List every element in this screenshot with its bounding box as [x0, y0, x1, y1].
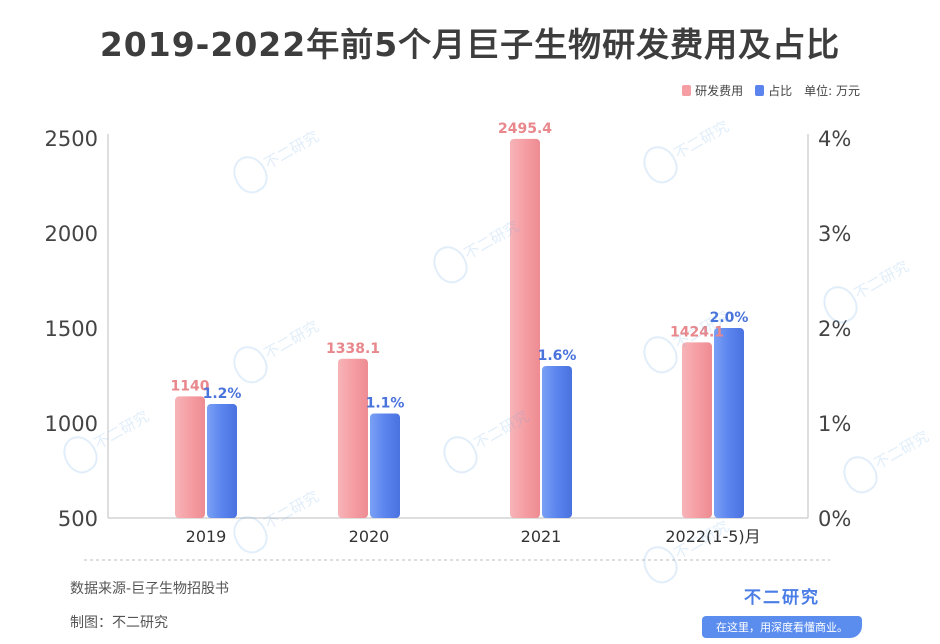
y-right-tick-label: 4%	[818, 127, 851, 151]
y-left-tick-label: 2500	[45, 127, 98, 151]
bar-ratio	[207, 404, 237, 518]
y-left-tick-label: 1000	[45, 412, 98, 436]
bar-rd-expense	[682, 342, 712, 518]
legend-unit: 单位: 万元	[804, 84, 860, 98]
brand-badge: 不二研究 在这里，用深度看懂商业。	[702, 583, 862, 638]
bar-ratio	[714, 328, 744, 518]
x-category-label: 2019	[186, 527, 227, 546]
x-category-label: 2020	[349, 527, 390, 546]
legend-item-ratio: 占比	[755, 82, 792, 99]
x-category-label: 2021	[521, 527, 562, 546]
data-label-ratio: 2.0%	[710, 310, 749, 326]
data-label-rd-expense: 2495.4	[498, 121, 552, 137]
data-label-rd-expense: 1140	[171, 378, 210, 394]
chart-title: 2019-2022年前5个月巨子生物研发费用及占比	[99, 25, 841, 64]
y-right-tick-label: 0%	[818, 507, 851, 531]
legend-label-rd-expense: 研发费用	[695, 84, 744, 98]
y-right-tick-label: 3%	[818, 222, 851, 246]
legend: 研发费用 占比 单位: 万元	[682, 82, 860, 99]
bar-ratio	[542, 366, 572, 518]
y-left-tick-label: 500	[58, 507, 98, 531]
data-source: 数据来源-巨子生物招股书	[70, 581, 230, 597]
legend-swatch-ratio	[755, 85, 765, 96]
data-label-rd-expense: 1338.1	[326, 341, 380, 357]
bar-rd-expense	[510, 138, 540, 518]
brand-name: 不二研究	[744, 588, 820, 608]
legend-label-ratio: 占比	[768, 84, 793, 98]
y-right-tick-label: 2%	[818, 317, 851, 341]
bar-rd-expense	[175, 396, 205, 518]
data-label-ratio: 1.1%	[366, 396, 405, 412]
data-label-ratio: 1.2%	[203, 386, 242, 402]
brand-tagline: 在这里，用深度看懂商业。	[702, 616, 862, 638]
y-left-tick-label: 1500	[45, 317, 98, 341]
legend-swatch-rd-expense	[682, 85, 692, 96]
x-category-label: 2022(1-5)月	[665, 527, 760, 546]
legend-item-rd-expense: 研发费用	[682, 82, 743, 99]
bar-rd-expense	[338, 358, 368, 518]
y-left-tick-label: 2000	[45, 222, 98, 246]
data-label-rd-expense: 1424.1	[670, 324, 724, 340]
chart-maker: 制图：不二研究	[70, 615, 168, 631]
y-right-tick-label: 1%	[818, 412, 851, 436]
data-label-ratio: 1.6%	[538, 348, 577, 364]
bar-ratio	[370, 413, 400, 518]
